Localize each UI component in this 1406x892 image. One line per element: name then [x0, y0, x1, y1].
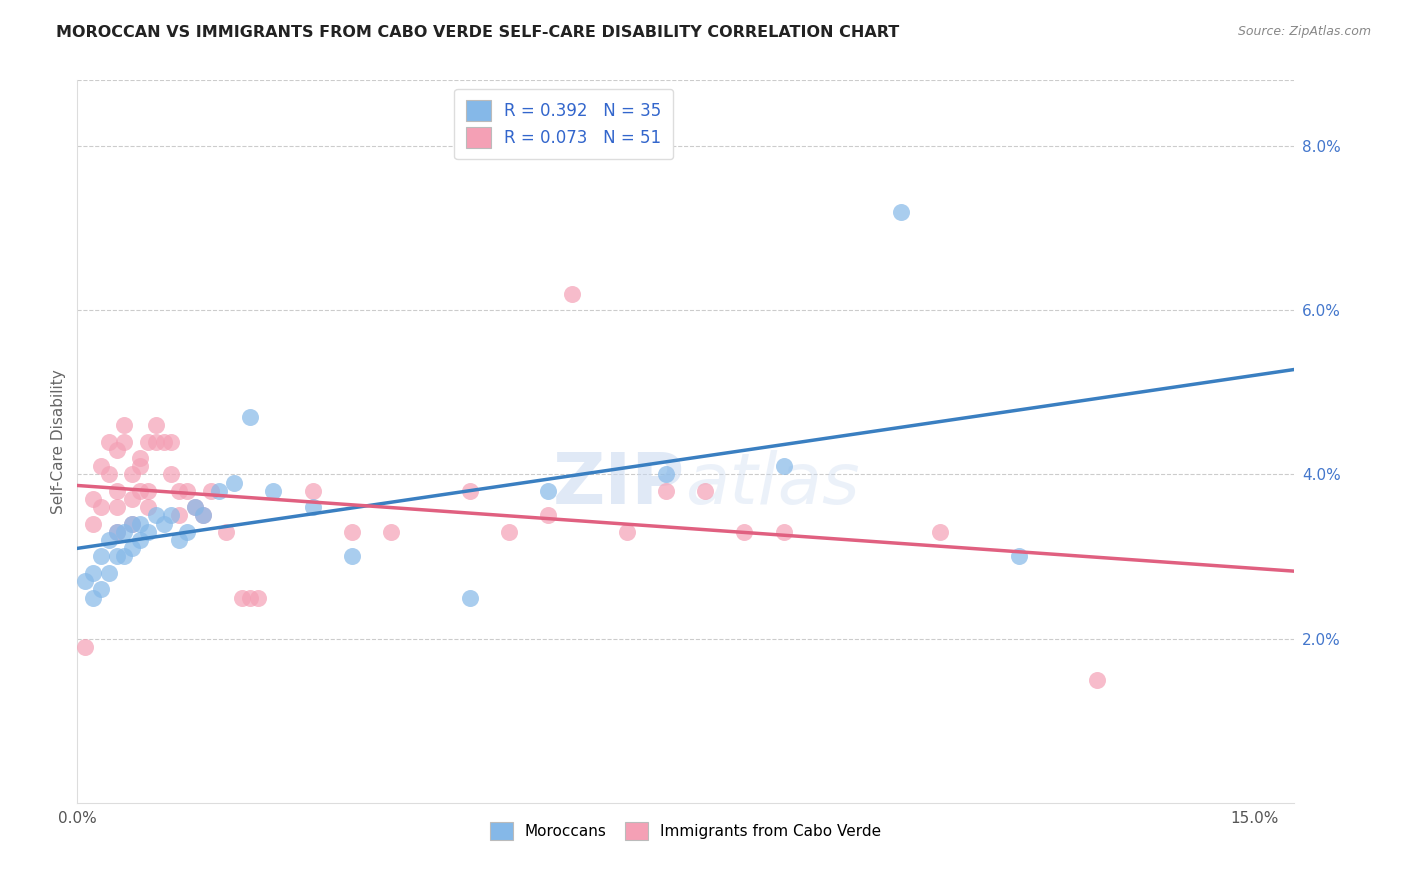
Point [340, 524, 363, 539]
Point [458, 483, 481, 498]
Point [224, 475, 246, 490]
Text: atlas: atlas [686, 450, 860, 519]
Point [215, 524, 238, 539]
Point [380, 524, 402, 539]
Point [105, 524, 128, 539]
Point [246, 591, 269, 605]
Point [136, 434, 159, 449]
Point [239, 409, 262, 424]
Point [169, 533, 191, 547]
Point [772, 524, 794, 539]
Point [97, 566, 120, 580]
Point [112, 549, 135, 564]
Legend: Moroccans, Immigrants from Cabo Verde: Moroccans, Immigrants from Cabo Verde [481, 813, 890, 849]
Point [129, 459, 152, 474]
Point [105, 549, 128, 564]
Point [90, 549, 112, 564]
Text: ZIP: ZIP [553, 450, 686, 519]
Point [616, 524, 638, 539]
Point [121, 516, 143, 531]
Point [145, 508, 167, 523]
Point [239, 591, 262, 605]
Point [169, 483, 191, 498]
Point [191, 508, 214, 523]
Point [200, 483, 222, 498]
Point [152, 516, 174, 531]
Point [160, 508, 183, 523]
Point [301, 483, 323, 498]
Point [90, 459, 112, 474]
Point [231, 591, 253, 605]
Point [1085, 673, 1108, 687]
Point [733, 524, 755, 539]
Point [90, 500, 112, 515]
Point [929, 524, 952, 539]
Point [191, 508, 214, 523]
Point [82, 566, 104, 580]
Point [890, 204, 912, 219]
Point [772, 459, 794, 474]
Point [121, 541, 143, 556]
Point [537, 483, 560, 498]
Text: Source: ZipAtlas.com: Source: ZipAtlas.com [1237, 25, 1371, 38]
Point [90, 582, 112, 597]
Point [121, 467, 143, 482]
Point [129, 450, 152, 465]
Point [301, 500, 323, 515]
Point [176, 524, 198, 539]
Text: MOROCCAN VS IMMIGRANTS FROM CABO VERDE SELF-CARE DISABILITY CORRELATION CHART: MOROCCAN VS IMMIGRANTS FROM CABO VERDE S… [56, 25, 900, 40]
Point [97, 533, 120, 547]
Point [160, 434, 183, 449]
Point [263, 483, 285, 498]
Point [82, 516, 104, 531]
Point [145, 434, 167, 449]
Point [1008, 549, 1031, 564]
Point [75, 574, 97, 588]
Point [136, 524, 159, 539]
Point [105, 500, 128, 515]
Point [136, 500, 159, 515]
Y-axis label: Self-Care Disability: Self-Care Disability [51, 369, 66, 514]
Point [97, 467, 120, 482]
Point [136, 483, 159, 498]
Point [105, 524, 128, 539]
Point [207, 483, 229, 498]
Point [145, 418, 167, 433]
Point [693, 483, 716, 498]
Point [129, 533, 152, 547]
Point [498, 524, 520, 539]
Point [112, 434, 135, 449]
Point [112, 418, 135, 433]
Point [340, 549, 363, 564]
Point [184, 500, 207, 515]
Point [129, 483, 152, 498]
Point [184, 500, 207, 515]
Point [112, 524, 135, 539]
Point [169, 508, 191, 523]
Point [160, 467, 183, 482]
Point [121, 516, 143, 531]
Point [82, 591, 104, 605]
Point [458, 591, 481, 605]
Point [152, 434, 174, 449]
Point [129, 516, 152, 531]
Point [537, 508, 560, 523]
Point [176, 483, 198, 498]
Point [121, 491, 143, 506]
Point [561, 286, 583, 301]
Point [82, 491, 104, 506]
Point [655, 483, 678, 498]
Point [655, 467, 678, 482]
Point [97, 434, 120, 449]
Point [75, 640, 97, 654]
Point [105, 483, 128, 498]
Point [105, 442, 128, 457]
